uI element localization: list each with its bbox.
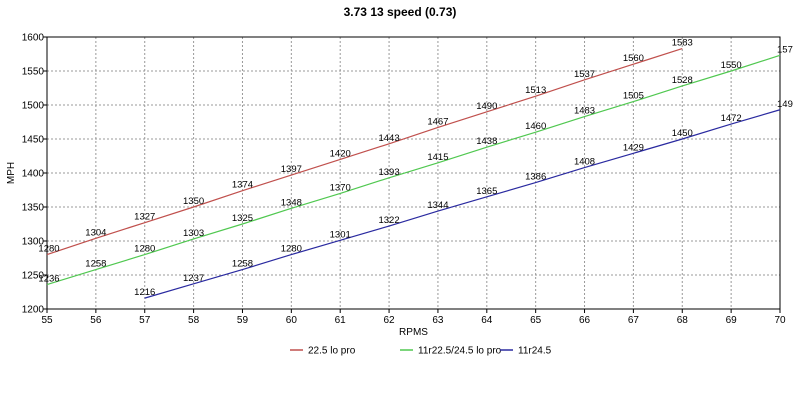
data-label: 1216: [134, 287, 155, 298]
data-label: 1386: [525, 172, 546, 183]
data-label: 1348: [281, 197, 302, 208]
chart-title: 3.73 13 speed (0.73): [344, 5, 457, 19]
y-tick-label: 1600: [22, 33, 45, 44]
data-label: 1325: [232, 213, 253, 224]
x-tick-label: 68: [677, 315, 689, 326]
data-label: 1415: [427, 152, 448, 163]
y-tick-label: 1500: [22, 101, 45, 112]
y-tick-label: 1450: [22, 135, 45, 146]
x-tick-label: 63: [432, 315, 444, 326]
x-tick-label: 67: [628, 315, 640, 326]
data-label: 1460: [525, 121, 546, 132]
data-label: 1443: [378, 133, 399, 144]
data-label: 1370: [330, 182, 351, 193]
x-axis-label: RPMS: [399, 327, 428, 338]
x-tick-label: 60: [286, 315, 298, 326]
x-tick-label: 65: [530, 315, 542, 326]
legend: 22.5 lo pro 11r22.5/24.5 lo pro 11r24.5: [290, 346, 552, 357]
data-label: 1301: [330, 229, 351, 240]
x-tick-label: 70: [774, 315, 786, 326]
series-line-3: [144, 109, 781, 299]
x-tick-label: 55: [41, 315, 53, 326]
legend-label: 11r22.5/24.5 lo pro: [418, 346, 502, 357]
data-label: 1236: [38, 274, 59, 285]
data-label: 149: [777, 99, 793, 110]
data-label: 1258: [232, 259, 253, 270]
data-label: 1393: [378, 167, 399, 178]
x-tick-label: 58: [188, 315, 200, 326]
y-tick-label: 1200: [22, 305, 45, 316]
data-label: 1420: [330, 148, 351, 159]
data-label: 1237: [183, 273, 204, 284]
y-axis-label: MPH: [6, 162, 17, 184]
y-tick-label: 1550: [22, 67, 45, 78]
legend-label: 22.5 lo pro: [308, 346, 356, 357]
data-label: 1513: [525, 85, 546, 96]
data-label: 1583: [672, 38, 693, 49]
data-label: 1280: [134, 244, 155, 255]
data-label: 1505: [623, 91, 644, 102]
series-line-1: [46, 47, 683, 256]
data-label: 1350: [183, 196, 204, 207]
y-tick-label: 1350: [22, 203, 45, 214]
x-tick-label: 56: [90, 315, 102, 326]
data-label: 1528: [672, 75, 693, 86]
x-axis: 55 56 57 58 59 60 61 62 63 64 65 66 67 68 69 70: [41, 309, 786, 326]
series-lines: [46, 47, 781, 299]
data-label: 1365: [476, 186, 497, 197]
data-label: 1280: [281, 244, 302, 255]
data-label: 1322: [378, 215, 399, 226]
data-label: 1490: [476, 101, 497, 112]
data-label: 1537: [574, 69, 595, 80]
x-tick-label: 59: [237, 315, 249, 326]
y-axis: 1200 1250 1300 1350 1400 1450 1500 1550 1600: [22, 33, 47, 316]
y-tick-label: 1400: [22, 169, 45, 180]
x-tick-label: 57: [139, 315, 151, 326]
x-tick-label: 64: [481, 315, 493, 326]
data-label: 1344: [427, 200, 448, 211]
x-tick-label: 61: [335, 315, 347, 326]
data-label: 1472: [721, 113, 742, 124]
data-label: 1397: [281, 164, 302, 175]
series-line-2: [46, 54, 781, 286]
x-tick-label: 62: [384, 315, 396, 326]
y-tick-label: 1250: [22, 271, 45, 282]
data-labels: 1280 1304 1327 1350 1374 1397 1420 1443 1467 1490…: [38, 38, 792, 299]
x-tick-label: 69: [726, 315, 738, 326]
data-label: 1327: [134, 212, 155, 223]
data-label: 1429: [623, 142, 644, 153]
data-label: 1280: [38, 244, 59, 255]
data-label: 1438: [476, 136, 497, 147]
data-label: 1560: [623, 53, 644, 64]
data-label: 1303: [183, 228, 204, 239]
data-label: 1467: [427, 116, 448, 127]
x-tick-label: 66: [579, 315, 591, 326]
legend-label: 11r24.5: [518, 346, 552, 357]
data-label: 1550: [721, 60, 742, 71]
data-label: 1374: [232, 180, 253, 191]
data-label: 1450: [672, 128, 693, 139]
data-label: 1483: [574, 106, 595, 117]
data-label: 1408: [574, 157, 595, 168]
y-tick-label: 1300: [22, 237, 45, 248]
data-label: 1258: [85, 259, 106, 270]
data-label: 1304: [85, 227, 106, 238]
data-label: 157: [777, 44, 793, 55]
